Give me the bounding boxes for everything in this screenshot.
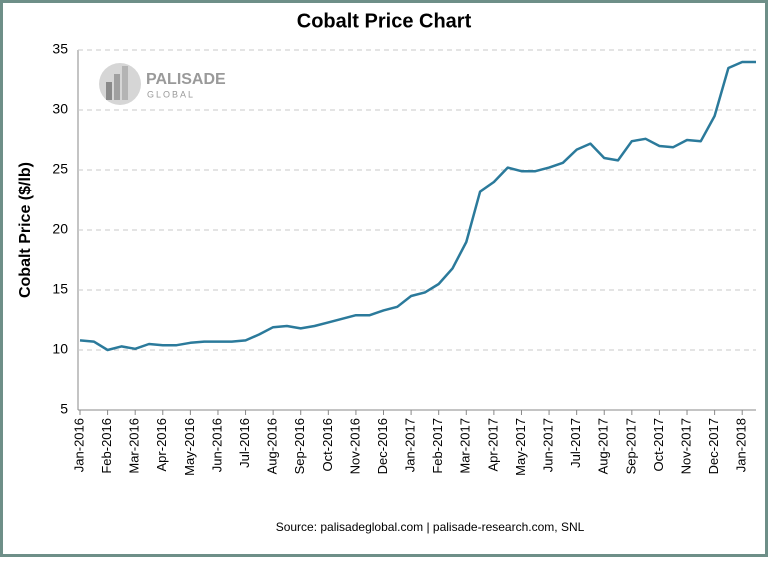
x-tick-label: Jan-2016 — [71, 418, 86, 472]
logo: PALISADE GLOBAL — [99, 63, 226, 105]
x-tick-label: Feb-2017 — [430, 418, 445, 474]
y-axis-label: Cobalt Price ($/lb) — [17, 162, 34, 298]
chart-title: Cobalt Price Chart — [297, 10, 472, 32]
x-tick-label: Nov-2016 — [347, 418, 362, 474]
y-tick-label: 15 — [52, 281, 68, 297]
logo-sub: GLOBAL — [147, 89, 195, 99]
x-tick-label: May-2017 — [513, 418, 528, 476]
y-tick-label: 30 — [52, 101, 68, 117]
x-tick-label: Jul-2017 — [568, 418, 583, 468]
x-tick-label: Mar-2017 — [458, 418, 473, 474]
y-tick-label: 35 — [52, 41, 68, 57]
logo-name: PALISADE — [146, 71, 226, 88]
logo-bar — [106, 82, 112, 100]
logo-bar — [114, 74, 120, 100]
x-tick-label: Apr-2017 — [485, 418, 500, 471]
x-tick-label: Jun-2016 — [209, 418, 224, 472]
price-line — [79, 60, 756, 352]
x-tick-label: Jan-2018 — [734, 418, 749, 472]
x-tick-label: Sep-2016 — [292, 418, 307, 474]
x-tick-label: Sep-2017 — [623, 418, 638, 474]
y-tick-label: 25 — [52, 161, 68, 177]
x-tick-label: Dec-2017 — [706, 418, 721, 474]
x-tick-label: Dec-2016 — [375, 418, 390, 474]
logo-bar — [122, 66, 128, 100]
source: Source: palisadeglobal.com | palisade-re… — [276, 520, 585, 534]
x-tick-label: Aug-2016 — [265, 418, 280, 474]
x-tick-label: Jun-2017 — [540, 418, 555, 472]
x-tick-label: Mar-2016 — [127, 418, 142, 474]
x-tick-label: May-2016 — [182, 418, 197, 476]
x-tick-label: Jan-2017 — [403, 418, 418, 472]
x-tick-label: Oct-2017 — [651, 418, 666, 471]
x-tick-label: Feb-2016 — [99, 418, 114, 474]
x-tick-label: Oct-2016 — [320, 418, 335, 471]
x-tick-label: Jul-2016 — [237, 418, 252, 468]
x-tick-label: Apr-2016 — [154, 418, 169, 471]
x-tick-label: Aug-2017 — [596, 418, 611, 474]
x-tick-label: Nov-2017 — [678, 418, 693, 474]
y-tick-label: 5 — [60, 401, 68, 417]
y-tick-label: 20 — [52, 221, 68, 237]
y-tick-label: 10 — [52, 341, 68, 357]
